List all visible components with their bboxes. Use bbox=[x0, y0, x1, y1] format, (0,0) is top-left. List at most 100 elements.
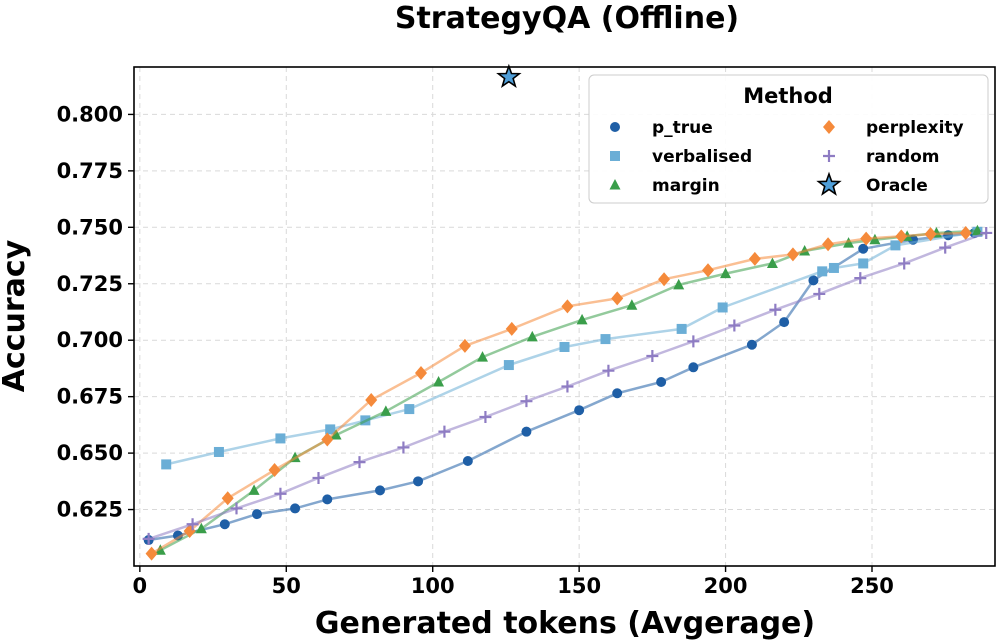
data-point-perplexity bbox=[145, 546, 158, 561]
data-point-random bbox=[142, 532, 155, 545]
data-point-perplexity bbox=[895, 229, 908, 244]
data-point-p-true bbox=[521, 426, 532, 437]
data-point-margin bbox=[248, 484, 260, 495]
data-point-p-true bbox=[858, 243, 869, 254]
data-point-verbalised bbox=[858, 258, 869, 269]
data-point-random bbox=[728, 319, 741, 332]
data-point-verbalised bbox=[503, 360, 514, 371]
data-point-perplexity bbox=[458, 338, 471, 353]
data-point-random bbox=[769, 303, 782, 316]
y-tick-label: 0.650 bbox=[57, 441, 123, 465]
y-axis-label: Accuracy bbox=[0, 239, 32, 392]
x-tick-label: 200 bbox=[704, 574, 748, 598]
data-point-perplexity bbox=[321, 432, 334, 447]
legend-title: Method bbox=[743, 84, 833, 108]
data-point-verbalised bbox=[676, 323, 687, 334]
series-layer bbox=[142, 63, 993, 561]
data-point-random bbox=[980, 226, 993, 239]
data-point-perplexity bbox=[822, 237, 835, 252]
data-point-verbalised bbox=[828, 262, 839, 273]
legend-label-oracle: Oracle bbox=[866, 176, 928, 196]
data-point-perplexity bbox=[658, 272, 671, 287]
data-point-random bbox=[602, 364, 615, 377]
y-tick-label: 0.625 bbox=[57, 498, 123, 522]
data-point-perplexity bbox=[268, 463, 281, 478]
data-point-margin bbox=[330, 429, 342, 440]
data-point-p-true bbox=[322, 494, 333, 505]
legend-marker-p-true bbox=[610, 122, 620, 132]
y-tick-label: 0.725 bbox=[57, 272, 123, 296]
data-point-random bbox=[854, 272, 867, 285]
data-point-margin bbox=[195, 522, 207, 534]
y-tick-label: 0.800 bbox=[57, 102, 123, 126]
data-point-margin bbox=[971, 224, 983, 236]
series-line-verbalised bbox=[165, 230, 978, 466]
data-point-perplexity bbox=[786, 247, 799, 262]
data-point-perplexity bbox=[505, 321, 518, 336]
data-point-p-true bbox=[656, 376, 667, 387]
series-margin bbox=[154, 224, 983, 555]
x-tick-label: 100 bbox=[411, 574, 455, 598]
data-point-verbalised bbox=[717, 302, 728, 313]
data-point-verbalised bbox=[817, 266, 828, 277]
y-tick-label: 0.675 bbox=[57, 385, 123, 409]
data-point-p-true bbox=[779, 317, 790, 328]
data-point-oracle bbox=[496, 63, 522, 88]
series-perplexity bbox=[145, 225, 972, 561]
data-point-margin bbox=[576, 313, 588, 325]
legend-label-random: random bbox=[866, 147, 940, 167]
legend-marker-verbalised bbox=[610, 151, 620, 161]
data-point-p-true bbox=[574, 405, 585, 416]
data-point-random bbox=[561, 380, 574, 393]
legend-box bbox=[588, 74, 989, 204]
plot-area bbox=[133, 66, 996, 567]
series-line-perplexity bbox=[150, 231, 966, 555]
series-random bbox=[142, 226, 993, 545]
legend-label-perplexity: perplexity bbox=[866, 118, 964, 138]
data-point-verbalised bbox=[213, 446, 224, 457]
series-oracle bbox=[496, 63, 522, 88]
data-point-p-true bbox=[252, 509, 262, 520]
legend-label-verbalised: verbalised bbox=[652, 147, 752, 167]
legend-marker-random bbox=[823, 150, 835, 162]
data-point-p-true bbox=[462, 456, 473, 467]
data-point-random bbox=[813, 287, 826, 300]
data-point-random bbox=[898, 257, 911, 270]
data-point-random bbox=[687, 335, 700, 348]
data-point-random bbox=[646, 350, 659, 363]
data-point-random bbox=[479, 410, 492, 423]
data-point-verbalised bbox=[559, 341, 570, 352]
data-point-margin bbox=[673, 278, 685, 290]
data-point-perplexity bbox=[221, 491, 234, 506]
series-p-true bbox=[143, 227, 980, 546]
data-point-verbalised bbox=[404, 404, 415, 415]
legend: Method p_true verbalised margin perplexity r… bbox=[588, 74, 989, 204]
legend-marker-perplexity bbox=[823, 120, 835, 134]
data-point-perplexity bbox=[702, 263, 714, 278]
data-point-p-true bbox=[746, 339, 757, 350]
data-point-random bbox=[939, 241, 952, 254]
data-point-margin bbox=[766, 257, 778, 268]
legend-label-margin: margin bbox=[652, 176, 720, 196]
data-point-margin bbox=[380, 405, 392, 416]
data-point-p-true bbox=[413, 476, 424, 487]
data-point-perplexity bbox=[860, 231, 873, 246]
x-axis-ticks: 0 50 100 150 200 250 bbox=[133, 566, 894, 598]
legend-marker-oracle bbox=[816, 171, 842, 196]
data-point-random bbox=[520, 395, 533, 408]
legend-items: p_true verbalised margin perplexity random Or… bbox=[609, 118, 964, 196]
y-axis-ticks: 0.625 0.650 0.675 0.700 0.725 0.750 0.775 0.800 bbox=[57, 102, 134, 522]
x-tick-label: 150 bbox=[557, 574, 601, 598]
data-point-perplexity bbox=[924, 227, 937, 242]
data-point-margin bbox=[720, 267, 732, 279]
data-point-p-true bbox=[290, 503, 301, 514]
x-tick-label: 50 bbox=[272, 574, 301, 598]
data-point-random bbox=[312, 471, 325, 484]
data-point-random bbox=[353, 456, 366, 469]
data-point-verbalised bbox=[890, 240, 901, 251]
data-point-margin bbox=[526, 330, 538, 342]
data-point-p-true bbox=[219, 519, 230, 530]
data-point-perplexity bbox=[611, 291, 624, 306]
data-point-verbalised bbox=[325, 424, 336, 435]
y-tick-label: 0.775 bbox=[57, 159, 123, 183]
